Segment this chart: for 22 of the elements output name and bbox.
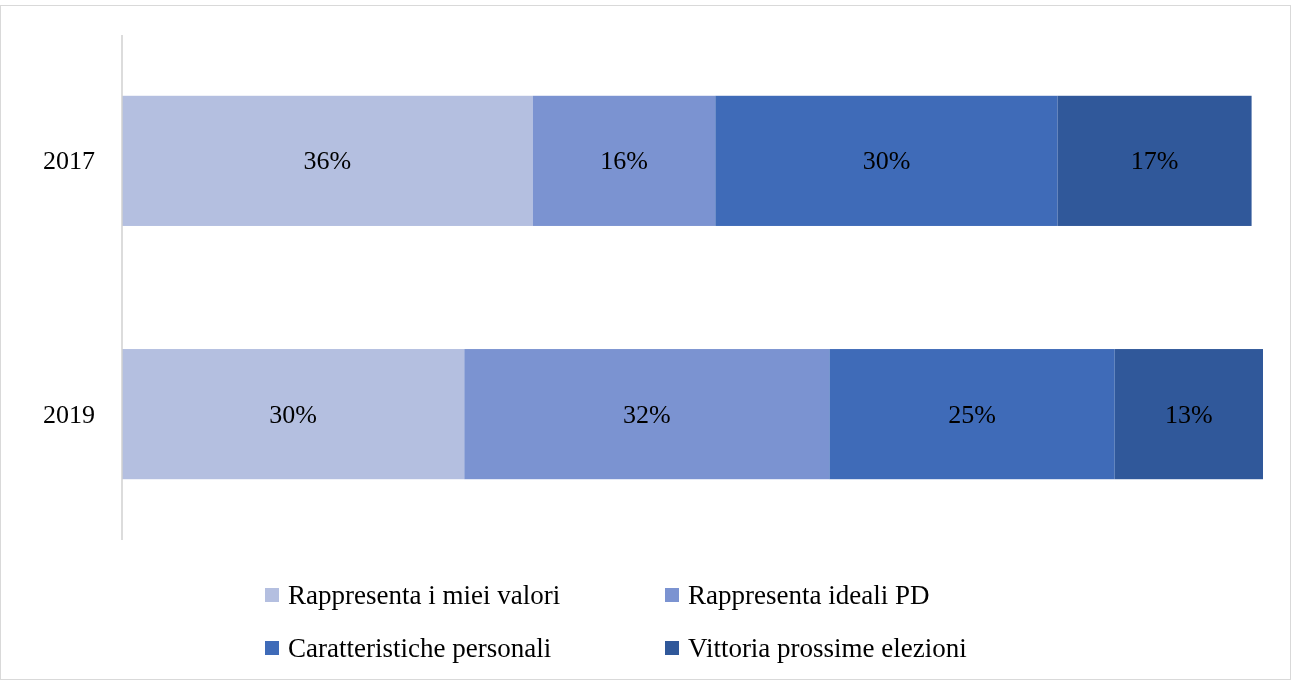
- bar: [464, 349, 830, 480]
- legend-label: Rappresenta i miei valori: [288, 580, 561, 610]
- data-label: 17%: [1130, 146, 1179, 176]
- legend-label: Rappresenta ideali PD: [688, 580, 930, 610]
- data-label: 16%: [600, 146, 648, 176]
- bar: [1057, 95, 1252, 226]
- data-label: 25%: [948, 399, 996, 429]
- legend-label: Caratteristiche personali: [288, 633, 552, 663]
- bar: [122, 95, 533, 226]
- y-tick-label: 2017: [43, 146, 95, 176]
- y-tick-label: 2019: [43, 399, 95, 429]
- data-label: 30%: [269, 399, 317, 429]
- bar: [1114, 349, 1263, 480]
- bar: [532, 95, 716, 226]
- legend-label: Vittoria prossime elezioni: [688, 633, 967, 663]
- data-label: 32%: [623, 399, 671, 429]
- bar: [829, 349, 1115, 480]
- bar: [122, 349, 465, 480]
- bar: [715, 95, 1058, 226]
- data-label: 36%: [303, 146, 352, 176]
- data-label: 13%: [1165, 399, 1213, 429]
- data-label: 30%: [862, 146, 911, 176]
